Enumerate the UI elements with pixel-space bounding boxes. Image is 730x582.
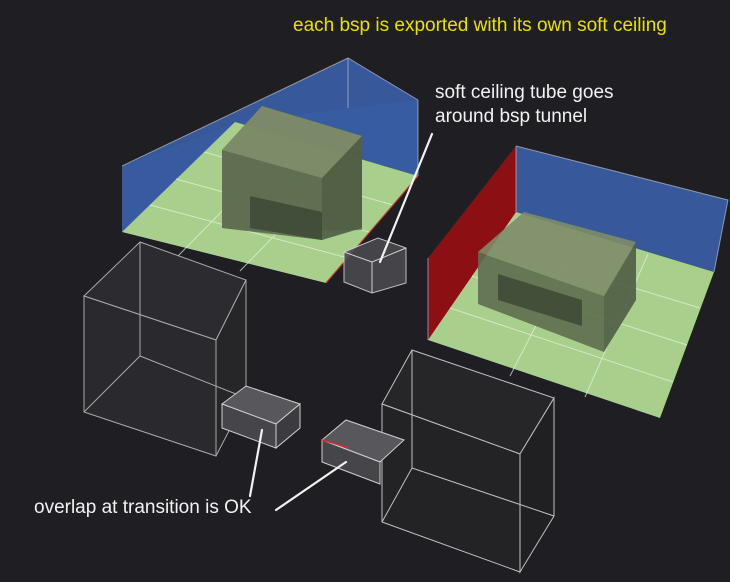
callout-line-tube [378, 132, 434, 264]
callout-line-overlap-right [274, 460, 348, 512]
room-right-back-wall [516, 146, 728, 272]
soft-ceiling-tube [343, 237, 407, 294]
diagram-title: each bsp is exported with its own soft c… [293, 15, 667, 36]
room-right-left-wall [428, 146, 516, 340]
room-top-left [121, 57, 419, 294]
overlap-annotation: overlap at transition is OK [34, 497, 252, 518]
tube-annotation: soft ceiling tube goes around bsp tunnel [435, 82, 614, 127]
room-right [427, 145, 729, 418]
callout-line-overlap-left [248, 428, 264, 498]
wire-box-bottom-right [321, 349, 555, 574]
callout-lines [248, 132, 434, 512]
wire-box-bottom-left [83, 241, 302, 457]
